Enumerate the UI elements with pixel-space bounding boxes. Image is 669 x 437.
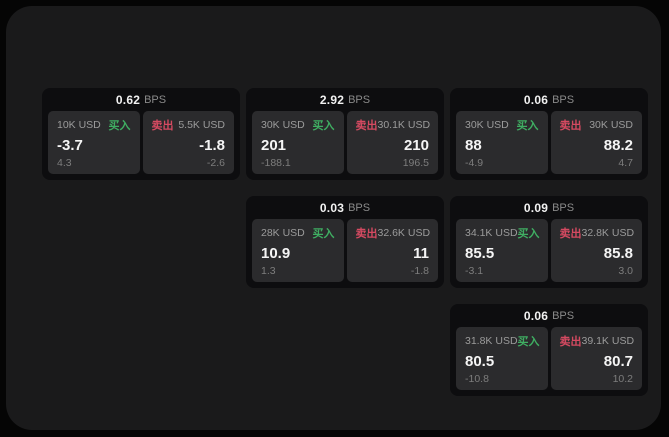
- sell-delta: 10.2: [612, 372, 633, 385]
- sell-side-label: 卖出: [559, 120, 582, 132]
- buy-side-label: 买入: [517, 228, 540, 240]
- sell-side-label: 卖出: [559, 336, 582, 348]
- buy-panel[interactable]: 30K USD 买入 201 -188.1: [252, 111, 344, 174]
- buy-side-label: 买入: [517, 336, 540, 348]
- buy-notional: 34.1K USD: [465, 227, 518, 239]
- buy-notional: 30K USD: [465, 119, 509, 131]
- spread-value: 0.03: [319, 200, 345, 215]
- spread-header: 0.06 BPS: [450, 304, 648, 327]
- buy-delta: -10.8: [465, 372, 489, 385]
- sell-price: -1.8: [199, 136, 225, 154]
- sell-panel[interactable]: 卖出 32.8K USD 85.8 3.0: [550, 219, 642, 282]
- buy-panel[interactable]: 34.1K USD 买入 85.5 -3.1: [456, 219, 548, 282]
- quote-body: 31.8K USD 买入 80.5 -10.8 卖出 39.1K USD 80.…: [450, 327, 648, 396]
- buy-notional: 31.8K USD: [465, 335, 518, 347]
- quote-card: 0.06 BPS 31.8K USD 买入 80.5 -10.8 卖出 39.1…: [450, 304, 648, 396]
- spread-header: 0.62 BPS: [42, 88, 240, 111]
- spread-value: 2.92: [319, 92, 345, 107]
- sell-notional: 39.1K USD: [581, 335, 635, 347]
- sell-notional: 32.8K USD: [581, 227, 635, 239]
- sell-delta: -2.6: [206, 156, 225, 169]
- sell-price: 85.8: [603, 244, 633, 262]
- buy-panel[interactable]: 30K USD 买入 88 -4.9: [456, 111, 548, 174]
- sell-delta: -1.8: [410, 264, 429, 277]
- spread-unit: BPS: [144, 93, 167, 106]
- sell-delta: 3.0: [618, 264, 633, 277]
- buy-price: 85.5: [465, 244, 495, 262]
- spread-header: 2.92 BPS: [246, 88, 444, 111]
- sell-side-label: 卖出: [151, 120, 174, 132]
- sell-side-label: 卖出: [559, 228, 582, 240]
- quote-card: 0.03 BPS 28K USD 买入 10.9 1.3 卖出 32.6K US…: [246, 196, 444, 288]
- buy-side-label: 买入: [312, 228, 335, 240]
- sell-price: 88.2: [603, 136, 633, 154]
- spread-header: 0.03 BPS: [246, 196, 444, 219]
- spread-unit: BPS: [552, 93, 575, 106]
- sell-panel[interactable]: 卖出 30K USD 88.2 4.7: [550, 111, 642, 174]
- sell-panel[interactable]: 卖出 39.1K USD 80.7 10.2: [550, 327, 642, 390]
- buy-price: -3.7: [57, 136, 83, 154]
- buy-price: 80.5: [465, 352, 495, 370]
- sell-notional: 32.6K USD: [377, 227, 431, 239]
- buy-delta: -4.9: [465, 156, 484, 169]
- sell-panel[interactable]: 卖出 30.1K USD 210 196.5: [346, 111, 438, 174]
- buy-side-label: 买入: [108, 120, 131, 132]
- buy-delta: 4.3: [57, 156, 72, 169]
- buy-delta: 1.3: [261, 264, 276, 277]
- sell-price: 210: [403, 136, 429, 154]
- quote-card: 0.62 BPS 10K USD 买入 -3.7 4.3 卖出 5.5K USD: [42, 88, 240, 180]
- quote-body: 30K USD 买入 88 -4.9 卖出 30K USD 88.2 4.7: [450, 111, 648, 180]
- sell-side-label: 卖出: [355, 228, 378, 240]
- buy-notional: 30K USD: [261, 119, 305, 131]
- spread-header: 0.06 BPS: [450, 88, 648, 111]
- sell-delta: 196.5: [402, 156, 429, 169]
- sell-price: 80.7: [603, 352, 633, 370]
- spread-header: 0.09 BPS: [450, 196, 648, 219]
- quote-grid: 0.62 BPS 10K USD 买入 -3.7 4.3 卖出 5.5K USD: [42, 88, 648, 396]
- buy-price: 201: [261, 136, 287, 154]
- quote-card: 0.06 BPS 30K USD 买入 88 -4.9 卖出 30K USD: [450, 88, 648, 180]
- buy-notional: 28K USD: [261, 227, 305, 239]
- quote-body: 30K USD 买入 201 -188.1 卖出 30.1K USD 210 1…: [246, 111, 444, 180]
- sell-panel[interactable]: 卖出 32.6K USD 11 -1.8: [346, 219, 438, 282]
- buy-panel[interactable]: 28K USD 买入 10.9 1.3: [252, 219, 344, 282]
- quote-body: 34.1K USD 买入 85.5 -3.1 卖出 32.8K USD 85.8…: [450, 219, 648, 288]
- spread-value: 0.06: [523, 308, 549, 323]
- quote-body: 10K USD 买入 -3.7 4.3 卖出 5.5K USD -1.8 -2.…: [42, 111, 240, 180]
- buy-panel[interactable]: 31.8K USD 买入 80.5 -10.8: [456, 327, 548, 390]
- spread-unit: BPS: [348, 93, 371, 106]
- sell-notional: 5.5K USD: [178, 119, 225, 131]
- spread-unit: BPS: [552, 309, 575, 322]
- sell-notional: 30K USD: [589, 119, 633, 131]
- sell-panel[interactable]: 卖出 5.5K USD -1.8 -2.6: [142, 111, 234, 174]
- spread-value: 0.09: [523, 200, 549, 215]
- quote-body: 28K USD 买入 10.9 1.3 卖出 32.6K USD 11 -1.8: [246, 219, 444, 288]
- sell-price: 11: [413, 244, 429, 262]
- sell-notional: 30.1K USD: [377, 119, 431, 131]
- spread-value: 0.06: [523, 92, 549, 107]
- sell-side-label: 卖出: [355, 120, 378, 132]
- quote-card: 2.92 BPS 30K USD 买入 201 -188.1 卖出 30.1K …: [246, 88, 444, 180]
- sell-delta: 4.7: [618, 156, 633, 169]
- buy-panel[interactable]: 10K USD 买入 -3.7 4.3: [48, 111, 140, 174]
- buy-notional: 10K USD: [57, 119, 101, 131]
- buy-delta: -3.1: [465, 264, 484, 277]
- buy-delta: -188.1: [261, 156, 291, 169]
- spread-value: 0.62: [115, 92, 141, 107]
- quote-card: 0.09 BPS 34.1K USD 买入 85.5 -3.1 卖出 32.8K…: [450, 196, 648, 288]
- buy-price: 88: [465, 136, 482, 154]
- spread-unit: BPS: [552, 201, 575, 214]
- buy-side-label: 买入: [516, 120, 539, 132]
- spread-unit: BPS: [348, 201, 371, 214]
- quotes-board: 0.62 BPS 10K USD 买入 -3.7 4.3 卖出 5.5K USD: [6, 6, 661, 430]
- buy-price: 10.9: [261, 244, 291, 262]
- buy-side-label: 买入: [312, 120, 335, 132]
